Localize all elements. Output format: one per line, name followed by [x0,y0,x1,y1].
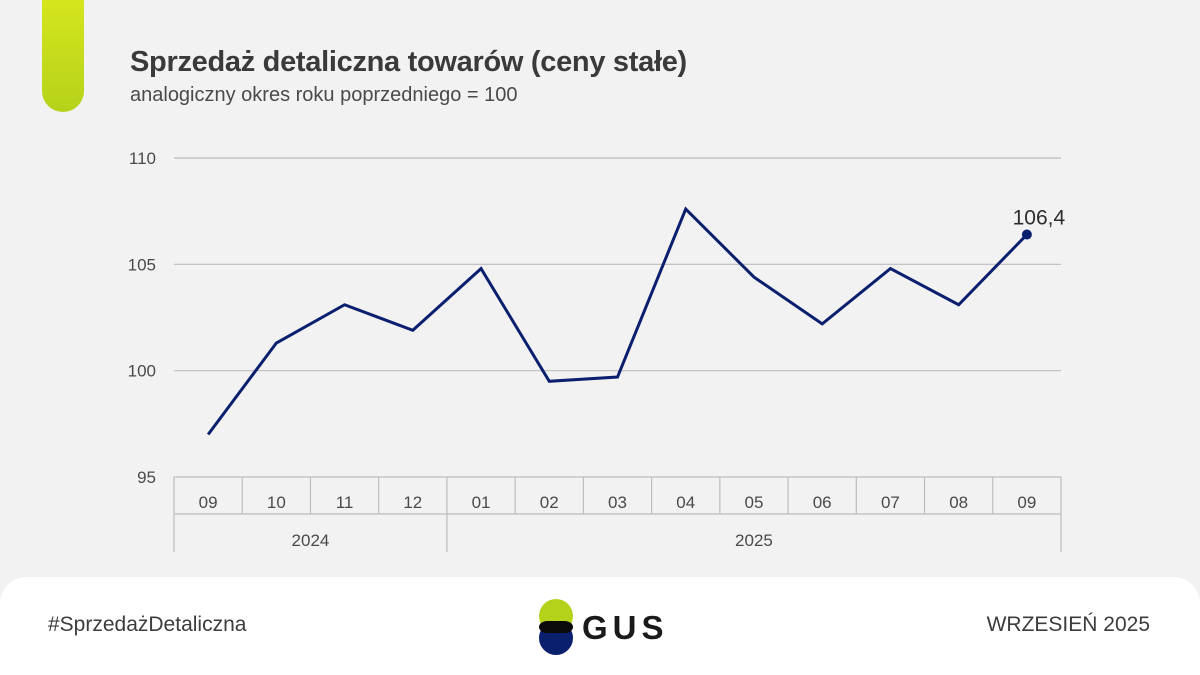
x-tick-label: 09 [1017,493,1036,512]
x-tick-label: 06 [813,493,832,512]
x-tick-label: 07 [881,493,900,512]
publication-date: WRZESIEŃ 2025 [986,613,1150,636]
year-label: 2025 [735,531,773,550]
x-tick-label: 01 [472,493,491,512]
x-tick-label: 05 [745,493,764,512]
footer: #SprzedażDetaliczna GUS WRZESIEŃ 2025 [0,577,1200,675]
hashtag-text[interactable]: #SprzedażDetaliczna [48,613,247,636]
logo-text: GUS [582,609,669,646]
chart-subtitle: analogiczny okres roku poprzedniego = 10… [130,84,518,106]
y-tick-label: 105 [128,255,156,274]
x-tick-label: 12 [403,493,422,512]
x-tick-label: 09 [199,493,218,512]
data-label: 106,4 [1013,207,1066,230]
accent-bar [42,0,84,112]
x-tick-label: 04 [676,493,695,512]
gus-logo: GUS [536,599,676,657]
series-line [206,206,1028,436]
x-tick-label: 02 [540,493,559,512]
y-tick-label: 95 [137,468,156,487]
x-tick-label: 03 [608,493,627,512]
line-chart: 95 100 105 110 09 10 11 12 01 02 03 04 05 06 07 08 09 202… [128,149,1066,552]
x-tick-label: 10 [267,493,286,512]
x-tick-label: 11 [336,493,354,512]
last-data-point [1021,229,1032,240]
x-tick-label: 08 [949,493,968,512]
y-tick-label: 110 [129,149,156,168]
y-tick-label: 100 [128,362,156,381]
year-label: 2024 [292,531,330,550]
logo-overlap-shape [539,621,573,633]
chart-title: Sprzedaż detaliczna towarów (ceny stałe) [130,46,687,78]
